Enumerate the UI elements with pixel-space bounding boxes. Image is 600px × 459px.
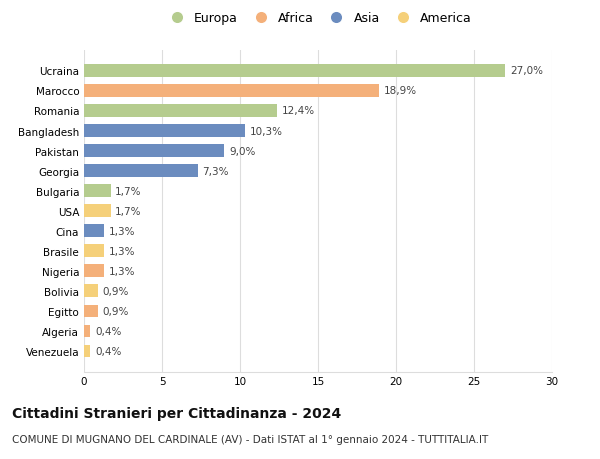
Bar — [84, 225, 104, 237]
Text: 0,4%: 0,4% — [95, 326, 121, 336]
Text: 0,9%: 0,9% — [103, 306, 129, 316]
Bar — [84, 205, 110, 217]
Text: 1,7%: 1,7% — [115, 206, 142, 216]
Text: COMUNE DI MUGNANO DEL CARDINALE (AV) - Dati ISTAT al 1° gennaio 2024 - TUTTITALI: COMUNE DI MUGNANO DEL CARDINALE (AV) - D… — [12, 434, 488, 444]
Text: Cittadini Stranieri per Cittadinanza - 2024: Cittadini Stranieri per Cittadinanza - 2… — [12, 406, 341, 420]
Bar — [84, 325, 90, 337]
Bar — [84, 105, 277, 118]
Text: 12,4%: 12,4% — [282, 106, 315, 116]
Text: 0,4%: 0,4% — [95, 346, 121, 356]
Text: 0,9%: 0,9% — [103, 286, 129, 296]
Text: 9,0%: 9,0% — [229, 146, 256, 156]
Bar — [84, 305, 98, 317]
Bar — [84, 85, 379, 97]
Text: 1,3%: 1,3% — [109, 246, 136, 256]
Text: 27,0%: 27,0% — [510, 66, 543, 76]
Bar — [84, 265, 104, 277]
Text: 18,9%: 18,9% — [383, 86, 416, 96]
Bar — [84, 285, 98, 297]
Bar — [84, 65, 505, 78]
Text: 1,3%: 1,3% — [109, 266, 136, 276]
Text: 10,3%: 10,3% — [250, 126, 283, 136]
Bar — [84, 185, 110, 197]
Bar — [84, 245, 104, 257]
Bar — [84, 345, 90, 357]
Text: 1,7%: 1,7% — [115, 186, 142, 196]
Bar — [84, 145, 224, 157]
Text: 7,3%: 7,3% — [203, 166, 229, 176]
Text: 1,3%: 1,3% — [109, 226, 136, 236]
Bar — [84, 165, 198, 177]
Legend: Europa, Africa, Asia, America: Europa, Africa, Asia, America — [159, 7, 477, 30]
Bar — [84, 125, 245, 137]
